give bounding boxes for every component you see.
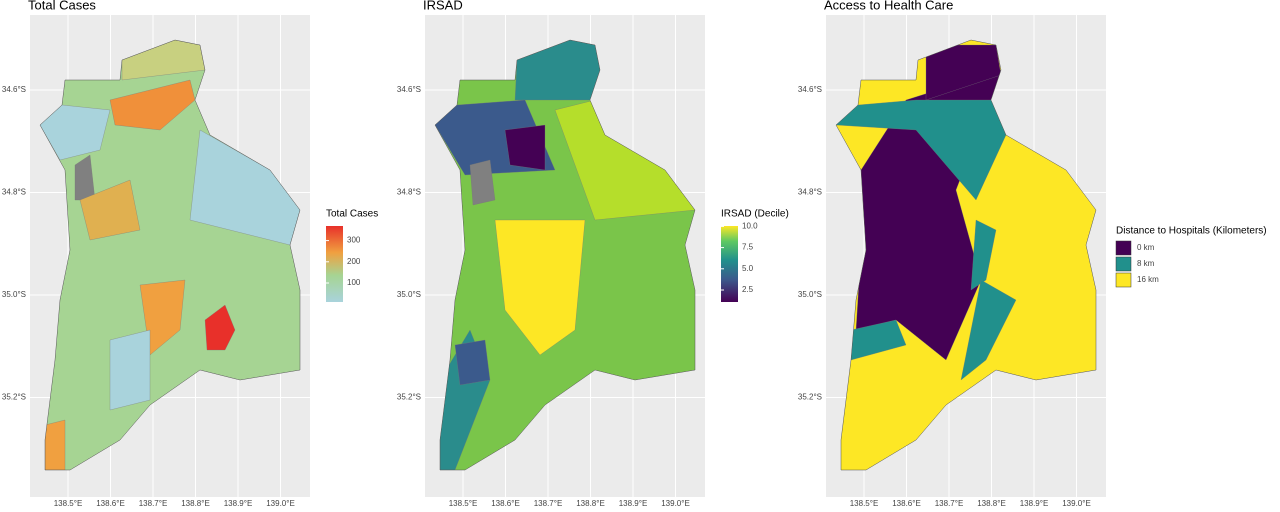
- x-tick-label: 138.5°E: [54, 499, 83, 507]
- legend-tick-label: 100: [347, 278, 361, 287]
- y-tick-label: 35.0°S: [798, 290, 822, 299]
- y-tick-label: 34.6°S: [798, 85, 822, 94]
- y-tick-label: 34.8°S: [798, 188, 822, 197]
- region-outline: [835, 39, 1097, 471]
- legend-title: Total Cases: [326, 209, 378, 220]
- x-tick-label: 138.8°E: [977, 499, 1006, 507]
- panel-title: IRSAD: [423, 0, 463, 12]
- legend-label: 16 km: [1137, 275, 1159, 284]
- legend-tick-label: 7.5: [742, 243, 754, 252]
- region: [970, 219, 997, 291]
- regions: [435, 40, 695, 470]
- y-tick-label: 35.2°S: [2, 393, 26, 402]
- panel-title: Access to Health Care: [824, 0, 953, 12]
- legend-tick-label: 200: [347, 257, 361, 266]
- region-outline: [39, 39, 301, 471]
- panel-title: Total Cases: [28, 0, 96, 12]
- x-tick-label: 138.8°E: [576, 499, 605, 507]
- y-tick-label: 35.0°S: [2, 290, 26, 299]
- x-tick-label: 139.0°E: [661, 499, 690, 507]
- region: [44, 419, 66, 470]
- region: [79, 179, 141, 241]
- x-tick-label: 138.9°E: [619, 499, 648, 507]
- y-tick-label: 34.8°S: [397, 188, 421, 197]
- region: [494, 219, 586, 356]
- legend-label: 0 km: [1137, 243, 1155, 252]
- x-tick-label: 138.6°E: [892, 499, 921, 507]
- x-tick-label: 138.5°E: [449, 499, 478, 507]
- legend-tick-label: 2.5: [742, 285, 754, 294]
- colorbar: [721, 226, 738, 302]
- legend-tick-label: 300: [347, 236, 361, 245]
- legend-key: [1115, 272, 1132, 288]
- region: [504, 124, 546, 171]
- x-tick-label: 138.8°E: [181, 499, 210, 507]
- legend-title: IRSAD (Decile): [721, 209, 789, 220]
- x-tick-label: 138.9°E: [224, 499, 253, 507]
- region: [960, 279, 1017, 381]
- legend-key: [1115, 256, 1132, 272]
- regions: [836, 40, 1096, 470]
- x-tick-label: 138.7°E: [139, 499, 168, 507]
- legend-title: Distance to Hospitals (Kilometers): [1116, 226, 1267, 237]
- x-tick-label: 138.5°E: [850, 499, 879, 507]
- y-tick-label: 35.0°S: [397, 290, 421, 299]
- x-tick-label: 138.9°E: [1020, 499, 1049, 507]
- x-tick-label: 138.7°E: [935, 499, 964, 507]
- region: [469, 159, 496, 206]
- y-tick-label: 34.8°S: [2, 188, 26, 197]
- y-tick-label: 35.2°S: [397, 393, 421, 402]
- x-tick-label: 139.0°E: [1062, 499, 1091, 507]
- regions: [40, 40, 300, 470]
- colorbar: [326, 226, 343, 302]
- region: [454, 339, 491, 386]
- region: [40, 40, 300, 470]
- legend-tick-label: 10.0: [742, 222, 758, 231]
- legend-tick-label: 5.0: [742, 264, 754, 273]
- x-tick-label: 138.6°E: [491, 499, 520, 507]
- y-tick-label: 34.6°S: [2, 85, 26, 94]
- x-tick-label: 138.6°E: [96, 499, 125, 507]
- x-tick-label: 139.0°E: [266, 499, 295, 507]
- region: [109, 329, 151, 411]
- legend-key: [1115, 240, 1132, 256]
- x-tick-label: 138.7°E: [534, 499, 563, 507]
- region: [204, 304, 236, 351]
- y-tick-label: 35.2°S: [798, 393, 822, 402]
- legend-label: 8 km: [1137, 259, 1155, 268]
- y-tick-label: 34.6°S: [397, 85, 421, 94]
- region-outline: [434, 39, 696, 471]
- region: [109, 79, 196, 131]
